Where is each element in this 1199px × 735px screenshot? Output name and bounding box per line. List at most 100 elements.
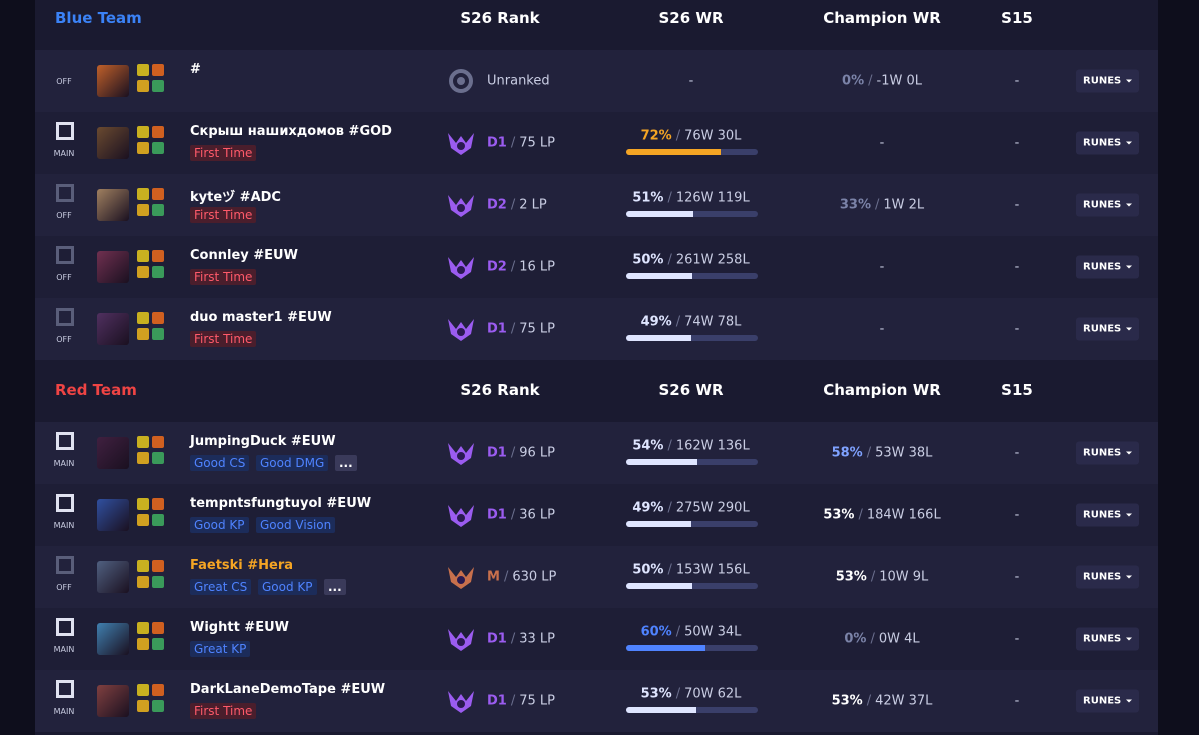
player-name: Скрыш нашихдомов #GOD (190, 124, 392, 139)
rank-tier: D2 (487, 259, 507, 275)
rank-icon (448, 691, 474, 713)
champion-portrait (97, 251, 129, 283)
rank-lp: 75 LP (519, 321, 555, 337)
s15-rank: - (1014, 507, 1020, 523)
player-name: Faetski #Hera (190, 558, 294, 573)
role-icon (56, 432, 74, 450)
role-label: MAIN (53, 521, 75, 530)
win-rate: 72%/76W 30L (641, 129, 742, 144)
champion-wr: 53%/42W 37L (832, 694, 933, 709)
rank-tier: D2 (487, 197, 507, 213)
runes-button[interactable]: RUNES (1076, 193, 1140, 217)
runes-button[interactable]: RUNES (1076, 565, 1140, 589)
rank-lp: 630 LP (512, 569, 557, 585)
rune-icon (152, 126, 164, 138)
rune-icon (137, 64, 149, 76)
column-header: Champion WR (823, 9, 941, 27)
rune-icon (152, 452, 164, 464)
rank-lp: 75 LP (519, 693, 555, 709)
separator: / (510, 197, 516, 213)
rune-icon (152, 250, 164, 262)
win-rate-pct: 53% (640, 686, 672, 702)
rune-icon (137, 312, 149, 324)
win-rate-pct: 50% (632, 562, 664, 578)
rank: D2/16 LP (487, 260, 555, 275)
role-icon (56, 308, 74, 326)
row-bg (35, 112, 1158, 174)
runes-button[interactable]: RUNES (1076, 69, 1140, 93)
win-rate-bar (626, 273, 692, 279)
runes-button[interactable]: RUNES (1076, 255, 1140, 279)
win-rate-bar (626, 645, 706, 651)
row-bg (35, 608, 1158, 670)
champion-wr: - (879, 259, 885, 275)
win-rate-track (626, 211, 758, 217)
role-label: OFF (56, 273, 72, 282)
rank: D1/75 LP (487, 322, 555, 337)
tag: Great CS (190, 579, 252, 595)
win-rate-bar (626, 335, 691, 341)
tag: Good DMG (256, 455, 329, 471)
rune-icon (137, 126, 149, 138)
rune-icon (137, 498, 149, 510)
rune-icon (152, 436, 164, 448)
champion-portrait (97, 437, 129, 469)
champion-portrait (97, 127, 129, 159)
rank-lp: 75 LP (519, 135, 555, 151)
champion-wr: 0%/0W 4L (844, 632, 919, 647)
win-rate-pct: 49% (640, 314, 672, 330)
champion-portrait (97, 685, 129, 717)
win-rate: 50%/153W 156L (632, 563, 749, 578)
rank-lp: 36 LP (519, 507, 555, 523)
rune-icon (137, 204, 149, 216)
win-rate-track (626, 707, 758, 713)
rune-icon (137, 576, 149, 588)
rune-icon (137, 436, 149, 448)
rune-icon (137, 560, 149, 572)
role-label: OFF (56, 335, 72, 344)
runes-button[interactable]: RUNES (1076, 441, 1140, 465)
runes-button[interactable]: RUNES (1076, 627, 1140, 651)
win-rate: 60%/50W 34L (641, 625, 742, 640)
tag: Good KP (258, 579, 317, 595)
rank-lp: 96 LP (519, 445, 555, 461)
runes-button[interactable]: RUNES (1076, 689, 1140, 713)
rune-icon (137, 684, 149, 696)
tag: First Time (190, 207, 257, 223)
runes-button[interactable]: RUNES (1076, 317, 1140, 341)
role-label: OFF (56, 211, 72, 220)
tag: ... (335, 455, 357, 471)
rank-lp: 16 LP (519, 259, 555, 275)
separator: / (667, 252, 672, 268)
row-bg (35, 422, 1158, 484)
champion-portrait (97, 623, 129, 655)
win-rate-record: 70W 62L (684, 686, 742, 702)
role-label: OFF (56, 583, 72, 592)
champion-wr-pct: 53% (831, 693, 863, 709)
champion-portrait (97, 189, 129, 221)
s15-rank: - (1014, 135, 1020, 151)
win-rate: 50%/261W 258L (632, 253, 749, 268)
champion-portrait (97, 499, 129, 531)
separator: / (510, 259, 516, 275)
column-header: S15 (1001, 9, 1033, 27)
rank-icon (448, 257, 474, 279)
column-header: S15 (1001, 381, 1033, 399)
role-icon (56, 122, 74, 140)
champion-wr-record: 53W 38L (875, 445, 933, 461)
rank: M/630 LP (487, 570, 556, 585)
rune-icon (137, 80, 149, 92)
champion-portrait (97, 561, 129, 593)
rank-icon (448, 195, 474, 217)
separator: / (510, 445, 516, 461)
runes-button[interactable]: RUNES (1076, 131, 1140, 155)
runes-button[interactable]: RUNES (1076, 503, 1140, 527)
row-bg (35, 670, 1158, 732)
separator: / (866, 693, 872, 709)
role-icon (56, 556, 74, 574)
separator: / (667, 438, 672, 454)
rune-icon (152, 266, 164, 278)
separator: / (866, 445, 872, 461)
s15-rank: - (1014, 321, 1020, 337)
player-name: tempntsfungtuyol #EUW (190, 496, 372, 511)
